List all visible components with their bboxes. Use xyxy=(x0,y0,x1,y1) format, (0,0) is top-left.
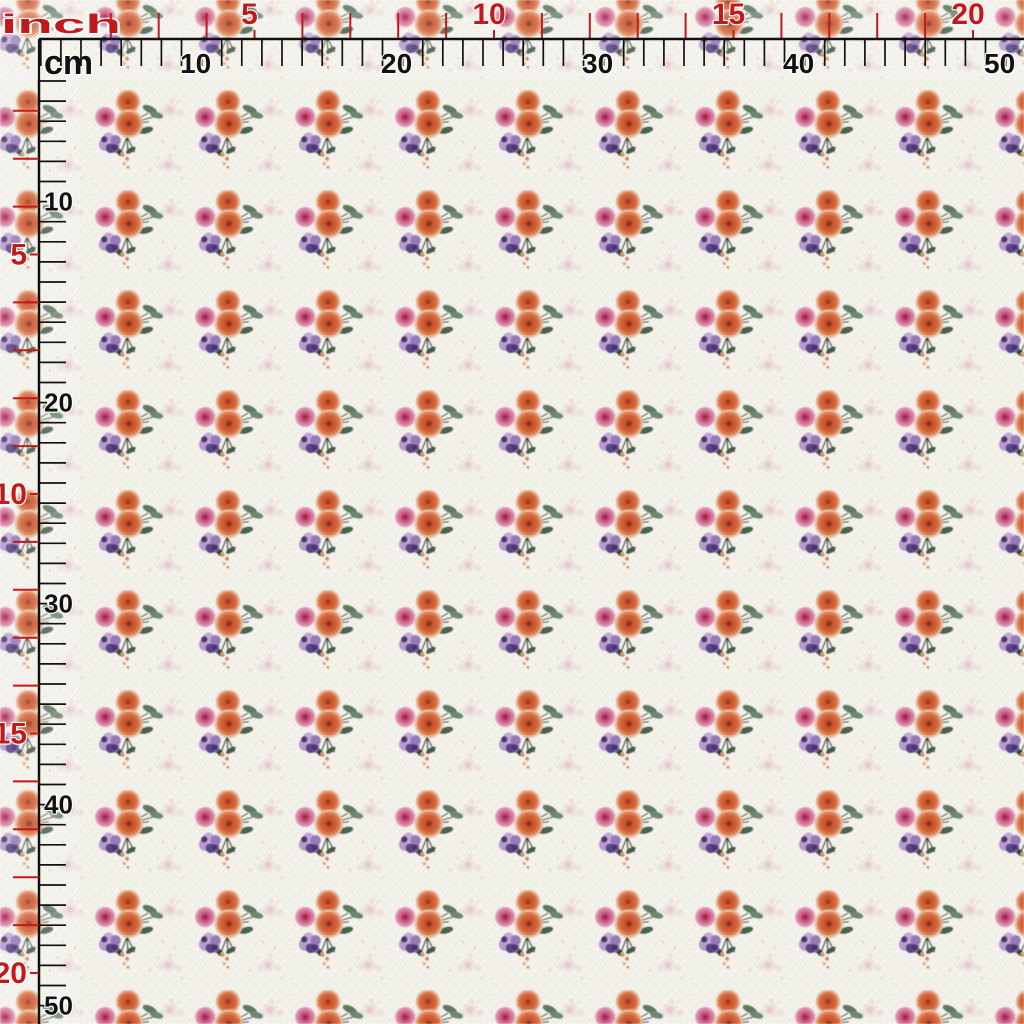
svg-text:10: 10 xyxy=(44,187,73,217)
svg-text:20: 20 xyxy=(0,957,27,990)
svg-text:15: 15 xyxy=(0,718,27,751)
svg-text:cm: cm xyxy=(44,44,93,82)
svg-text:5: 5 xyxy=(10,239,27,272)
svg-text:20: 20 xyxy=(44,388,73,418)
svg-text:10: 10 xyxy=(472,0,505,31)
svg-text:40: 40 xyxy=(44,790,73,820)
svg-text:10: 10 xyxy=(0,478,27,511)
svg-text:10: 10 xyxy=(180,48,211,79)
svg-text:50: 50 xyxy=(44,991,73,1021)
svg-text:inch: inch xyxy=(1,9,121,39)
svg-text:15: 15 xyxy=(712,0,745,31)
svg-text:40: 40 xyxy=(783,48,814,79)
svg-text:50: 50 xyxy=(984,48,1015,79)
svg-text:20: 20 xyxy=(951,0,984,31)
svg-text:30: 30 xyxy=(44,589,73,619)
svg-text:5: 5 xyxy=(241,0,258,31)
svg-text:20: 20 xyxy=(381,48,412,79)
svg-text:30: 30 xyxy=(582,48,613,79)
